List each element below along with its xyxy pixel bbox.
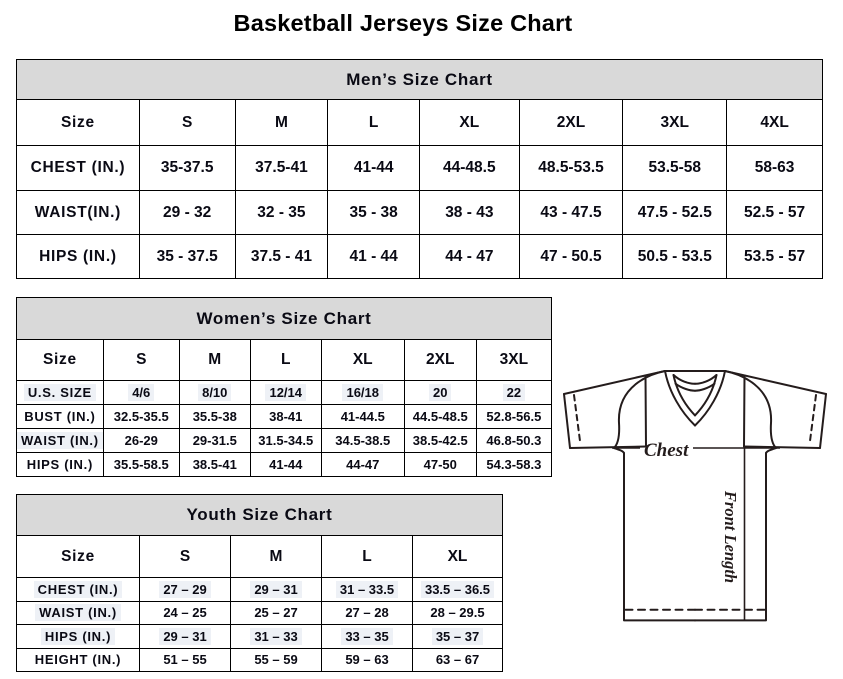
svg-text:Front Length: Front Length bbox=[721, 490, 740, 583]
svg-text:Chest: Chest bbox=[644, 440, 689, 461]
